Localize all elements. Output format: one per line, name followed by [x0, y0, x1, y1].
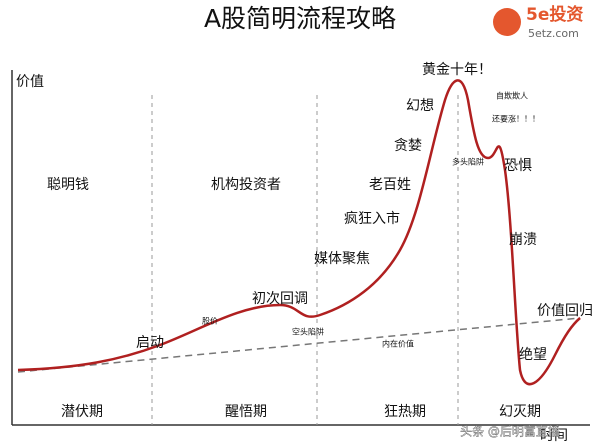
annotation: 股价: [202, 317, 218, 326]
x-axis-label: 时间: [540, 428, 568, 444]
column-label: 机构投资者: [211, 177, 281, 193]
price-curve: [17, 79, 581, 386]
logo-site: 5etz.com: [528, 27, 579, 40]
annotation: 启动: [136, 335, 164, 351]
annotation: 还要涨！！！: [492, 114, 540, 124]
annotation: 绝望: [519, 347, 547, 363]
separators: [151, 95, 459, 425]
annotation: 恐惧: [504, 158, 532, 174]
annotation: 内在价值: [382, 339, 414, 349]
annotation: 空头陷阱: [292, 327, 324, 337]
value-line: [17, 317, 581, 373]
y-axis-label: 价值: [16, 74, 44, 90]
title: A股简明流程攻略: [204, 4, 396, 33]
phase-label: 幻灭期: [499, 404, 541, 420]
annotation: 黄金十年！: [422, 61, 492, 78]
annotation: 多头陷阱: [452, 157, 484, 167]
phase-label: 狂热期: [384, 404, 426, 420]
logo-icon: [493, 8, 521, 36]
annotation: 价值回归: [537, 302, 593, 319]
phase-label: 潜伏期: [61, 404, 103, 420]
logo: 5e投资 5etz.com: [493, 4, 583, 40]
annotation: 幻想: [406, 98, 434, 114]
column-label: 聪明钱: [47, 177, 89, 193]
annotation: 媒体聚焦: [314, 251, 370, 267]
phase-label: 醒悟期: [225, 404, 267, 420]
annotation: 贪婪: [394, 138, 422, 154]
annotation: 疯狂入市: [344, 210, 400, 227]
watermark: 头条 @后明富直播: [460, 424, 560, 439]
annotation: 自欺欺人: [496, 91, 528, 101]
annotation: 崩溃: [509, 232, 537, 248]
logo-brand: 5e投资: [526, 4, 583, 25]
annotation: 初次回调: [252, 290, 308, 307]
column-label: 老百姓: [369, 177, 411, 193]
